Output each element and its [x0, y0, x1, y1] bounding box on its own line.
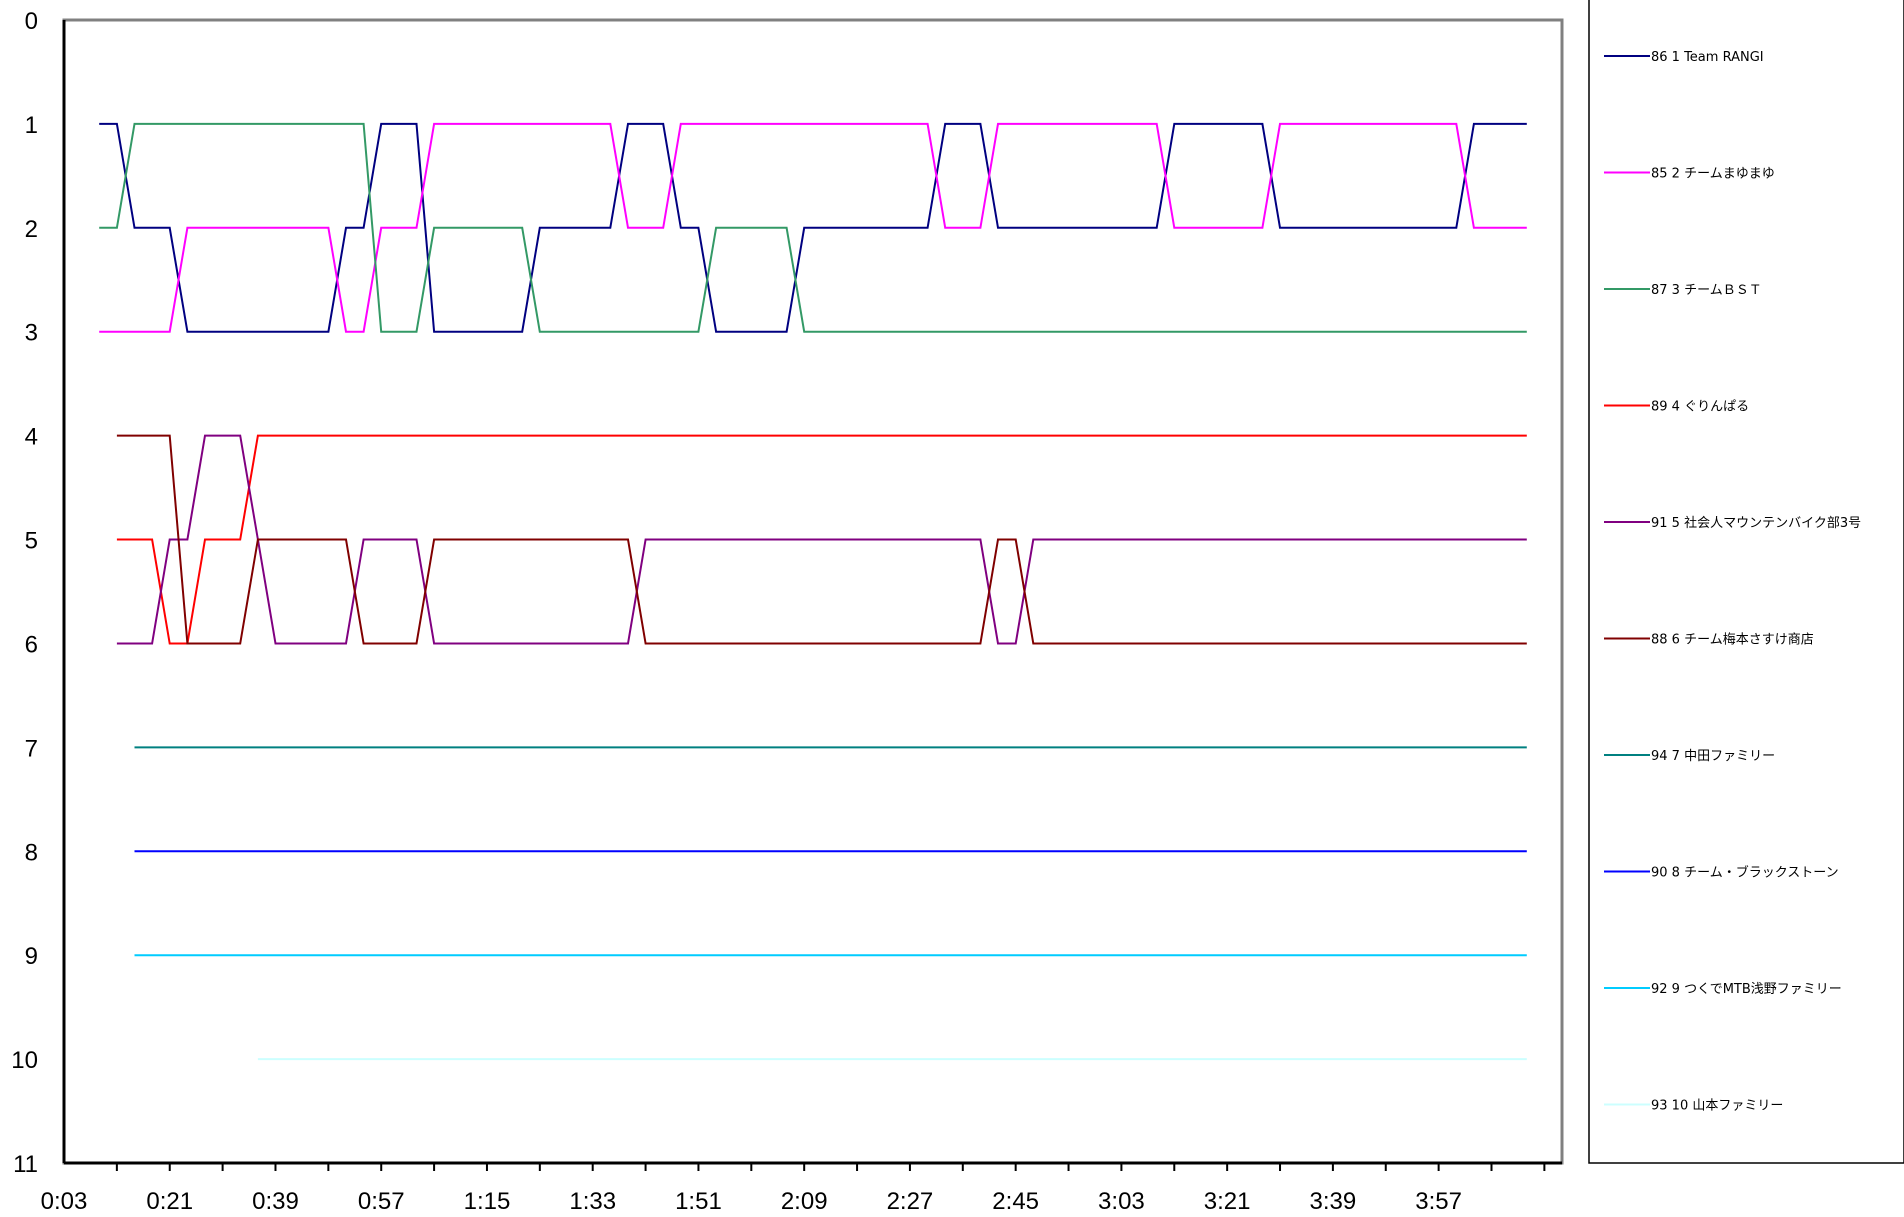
- y-tick-label: 3: [25, 320, 38, 347]
- y-tick-label: 9: [25, 943, 38, 970]
- series-line-4: [116, 434, 1527, 645]
- y-tick-label: 2: [25, 216, 38, 243]
- series-line-5: [116, 434, 1527, 645]
- x-tick-label: 0:57: [358, 1188, 405, 1215]
- x-tick-label: 0:21: [146, 1188, 193, 1215]
- y-tick-label: 7: [25, 735, 38, 762]
- y-tick-label: 11: [13, 1151, 38, 1178]
- legend-label-3: 87 3 チームＢＳＴ: [1651, 283, 1762, 298]
- legend: 86 1 Team RANGI 85 2 チームまゆまゆ 87 3 チームＢＳＴ 89…: [1588, 0, 1904, 1164]
- legend-box: [1588, 0, 1904, 1164]
- y-tick-label: 0: [25, 8, 38, 35]
- series-line-2: [99, 122, 1527, 333]
- y-tick-label: 8: [25, 839, 38, 866]
- x-tick-label: 1:15: [464, 1188, 511, 1215]
- legend-label-9: 92 9 つくでMTB浅野ファミリー: [1651, 982, 1842, 997]
- legend-label-4: 89 4 ぐりんぱる: [1651, 400, 1749, 415]
- x-tick-label: 1:33: [569, 1188, 616, 1215]
- axes: 0 1 2 3 4 5 6 7 8 9 10 110:03 0:21 0:39 0:57 1:15 1:33 1:…: [11, 8, 1562, 1215]
- legend-label-6: 88 6 チーム梅本さすけ商店: [1651, 633, 1814, 648]
- x-tick-label: 3:21: [1204, 1188, 1251, 1215]
- x-tick-label: 3:39: [1310, 1188, 1357, 1215]
- x-tick-label: 2:27: [887, 1188, 934, 1215]
- series-lines: [99, 122, 1527, 1061]
- x-tick-label: 2:09: [781, 1188, 828, 1215]
- x-tick-label: 1:51: [675, 1188, 722, 1215]
- legend-label-8: 90 8 チーム・ブラックストーン: [1651, 865, 1839, 881]
- legend-label-10: 93 10 山本ファミリー: [1651, 1099, 1783, 1114]
- x-tick-label: 0:39: [252, 1188, 299, 1215]
- plot-area: [62, 18, 1564, 1165]
- y-tick-label: 1: [25, 112, 38, 139]
- y-tick-label: 6: [25, 631, 38, 658]
- x-tick-label: 3:57: [1415, 1188, 1462, 1215]
- x-tick-label: 2:45: [992, 1188, 1039, 1215]
- y-tick-label: 10: [11, 1047, 38, 1074]
- series-line-3: [99, 122, 1527, 333]
- legend-label-2: 85 2 チームまゆまゆ: [1651, 167, 1775, 182]
- legend-label-5: 91 5 社会人マウンテンバイク部3号: [1651, 515, 1861, 531]
- x-tick-label: 0:03: [41, 1188, 88, 1215]
- x-tick-label: 3:03: [1098, 1188, 1145, 1215]
- legend-label-7: 94 7 中田ファミリー: [1651, 749, 1775, 764]
- series-line-6: [116, 434, 1527, 645]
- legend-label-1: 86 1 Team RANGI: [1651, 50, 1764, 65]
- plot-frame: [62, 18, 1564, 1165]
- y-tick-label: 5: [25, 528, 38, 555]
- y-tick-label: 4: [25, 424, 38, 451]
